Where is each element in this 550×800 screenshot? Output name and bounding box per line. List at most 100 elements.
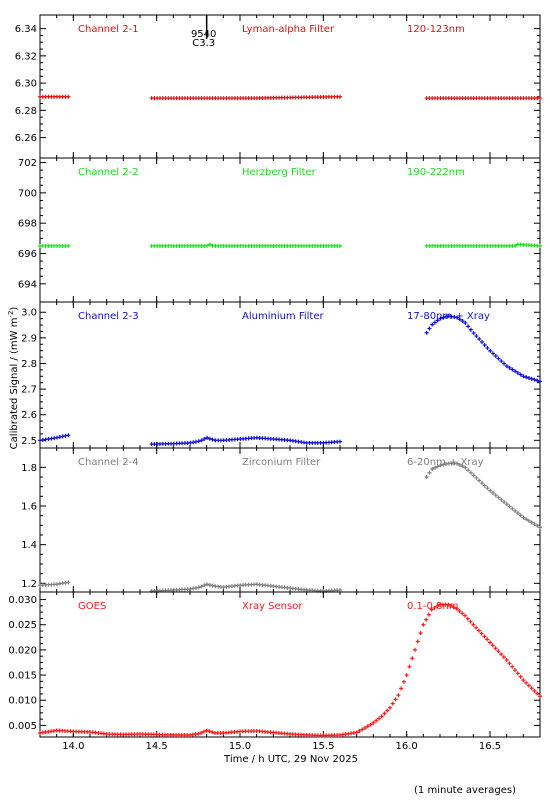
data-point [338,243,342,248]
data-point [488,348,493,353]
x-axis-title: Time / h UTC, 29 Nov 2025 [223,754,358,765]
data-point [441,315,446,320]
data-point [485,345,490,350]
data-point [538,379,542,384]
data-point [532,522,537,527]
data-point [518,513,523,518]
data-point [66,94,71,99]
data-point [457,608,462,613]
x-tick-label: 16.0 [396,741,418,752]
data-point [399,686,404,691]
data-point [538,96,542,101]
data-point [535,691,540,696]
data-point [205,435,210,440]
data-point [468,327,473,332]
panel-label: 190-222nm [407,167,465,178]
data-point [452,315,457,320]
series-channel-2-2 [38,242,542,248]
data-point [499,652,504,657]
data-point [424,474,429,479]
data-point [410,656,415,661]
panel-label: Lyman-alpha Filter [242,24,335,35]
data-point [513,243,518,248]
data-point [535,378,540,383]
x-tick-label: 14.5 [146,741,168,752]
data-point [496,649,501,654]
y-tick-label: 2.8 [21,359,37,370]
panel-label: Channel 2-2 [78,167,139,178]
data-point [438,316,443,321]
data-point [371,720,376,725]
y-tick-label: 6.32 [15,51,37,62]
data-point [460,319,465,324]
y-axis-title: Calibrated Signal / (mW m-2) [7,307,20,450]
data-point [482,342,487,347]
data-point [63,433,68,438]
data-point [444,314,449,319]
data-point [502,499,507,504]
data-point [338,588,342,593]
data-point [363,725,367,730]
data-point [510,506,515,511]
data-point [199,438,204,443]
data-point [457,317,462,322]
data-point [57,435,62,440]
data-point [396,693,401,698]
data-point [526,683,531,688]
data-point [210,730,215,735]
data-point [471,622,476,627]
data-point [474,334,479,339]
panel-label: Herzberg Filter [242,167,317,178]
panel-label: Aluminium Filter [242,311,325,322]
y-tick-label: 6.28 [15,106,37,117]
y-tick-label: 694 [18,279,37,290]
data-point [479,481,484,486]
y-tick-label: 1.6 [21,501,37,512]
panel-5: 0.005 0.010 0.015 0.020 0.025 0.030 14.0 14.5 15… [8,591,542,752]
data-point [499,497,504,502]
data-point [199,730,204,735]
data-point [538,694,542,699]
data-point [521,515,526,520]
data-point [338,439,342,444]
data-point [496,356,501,361]
data-point [479,631,484,636]
y-tick-label: 0.005 [8,721,37,732]
data-point [466,468,471,473]
data-point [199,584,204,589]
y-axis-title-main: Calibrated Signal / (mW m [9,318,20,450]
series-channel-2-4 [38,461,542,594]
panel-label: 6-20nm + Xray [407,457,484,468]
data-point [477,478,482,483]
data-point [205,243,210,248]
panel-label: Channel 2-3 [78,311,139,322]
data-point [424,330,429,335]
data-point [429,607,434,612]
x-tick-label: 15.5 [312,741,334,752]
y-tick-label: 0.015 [8,671,37,682]
data-point [460,611,465,616]
y-tick-label: 0.020 [8,645,37,656]
data-point [435,604,440,609]
y-tick-label: 696 [18,249,37,260]
panel-1: 6.26 6.28 6.30 6.32 6.34 Channel 2-1 Lyman-alp… [15,14,542,159]
data-point [510,664,515,669]
data-point [201,729,206,734]
data-point [504,364,509,369]
data-point [407,664,412,669]
data-point [499,359,504,364]
data-point [529,686,534,691]
y-tick-label: 2.5 [21,436,37,447]
data-point [496,495,501,500]
data-point [502,361,507,366]
data-point [207,436,212,441]
data-point [338,94,342,99]
data-point [460,464,465,469]
data-point [357,728,362,733]
data-point [415,639,420,644]
data-point [538,243,542,248]
data-point [368,722,373,727]
data-point [463,613,467,618]
data-point [374,718,379,723]
